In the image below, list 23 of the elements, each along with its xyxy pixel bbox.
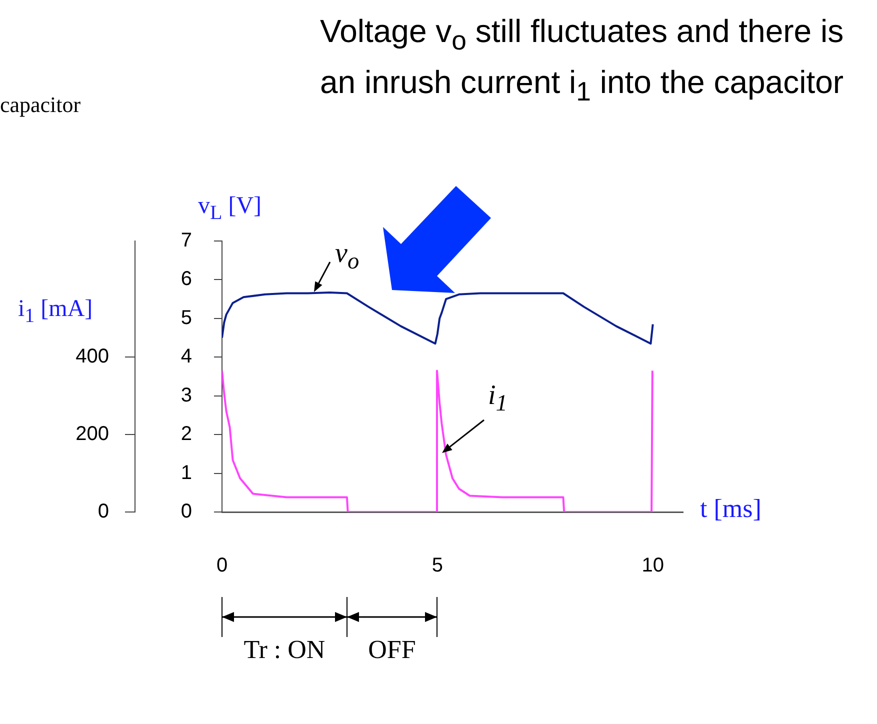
y-tick-label: 3 bbox=[180, 384, 192, 406]
x-tick-label: 10 bbox=[642, 554, 664, 577]
text: Tr : ON bbox=[242, 635, 326, 665]
y-axis-title: v$_{L}$ [V] bbox=[198, 193, 262, 225]
y2-tick-label: 400 bbox=[76, 346, 109, 368]
y-tick-label: 0 bbox=[180, 500, 192, 523]
y-tick-label: 2 bbox=[180, 423, 192, 446]
x-axis-title: t [ms] bbox=[700, 494, 762, 524]
y-tick-label: 5 bbox=[180, 306, 192, 329]
y-tick-label: 1 bbox=[180, 462, 192, 484]
text: capacitor bbox=[0, 92, 81, 118]
text: OFF bbox=[367, 635, 417, 665]
y-tick-label: 6 bbox=[180, 268, 192, 290]
x-tick-label: 0 bbox=[216, 554, 228, 577]
series-label: v$_{o}$ bbox=[335, 238, 360, 276]
y-tick-label: 7 bbox=[180, 230, 192, 252]
y2-axis-title: i$_{1}$ [mA] bbox=[18, 296, 93, 328]
series-label: i$_{1}$ bbox=[488, 380, 508, 418]
x-tick-label: 5 bbox=[432, 554, 443, 577]
y2-tick-label: 0 bbox=[98, 500, 109, 523]
text: Voltage v$_{o}$ still fluctuates and there is an inrush current i$_{1}$ into the capacitor bbox=[320, 12, 845, 109]
y-tick-label: 4 bbox=[180, 346, 192, 368]
y2-tick-label: 200 bbox=[76, 423, 109, 446]
